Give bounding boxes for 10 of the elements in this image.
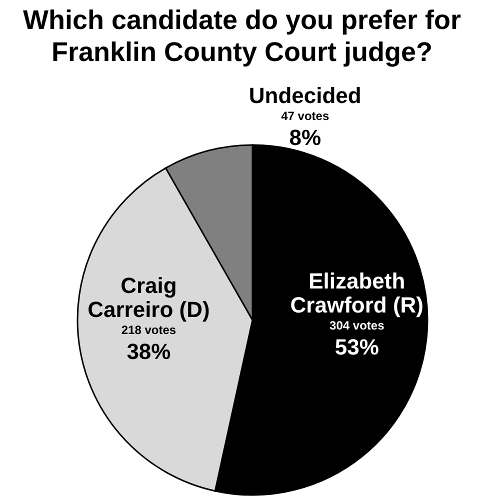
text: 8% bbox=[289, 124, 321, 150]
text: 53% bbox=[334, 334, 379, 360]
data-label: 304 votes bbox=[330, 318, 385, 332]
chart-title: Which candidate do you prefer for Franklin County Court judge? bbox=[22, 5, 462, 67]
category-label: Craig Carreiro (D) bbox=[88, 272, 210, 322]
data-label: 47 votes bbox=[281, 108, 330, 123]
category-label: Elizabeth Crawford (R) bbox=[290, 268, 424, 318]
text: 38% bbox=[126, 338, 171, 364]
data-label: 218 votes bbox=[121, 322, 176, 337]
slice-label: Undecided bbox=[248, 82, 362, 108]
